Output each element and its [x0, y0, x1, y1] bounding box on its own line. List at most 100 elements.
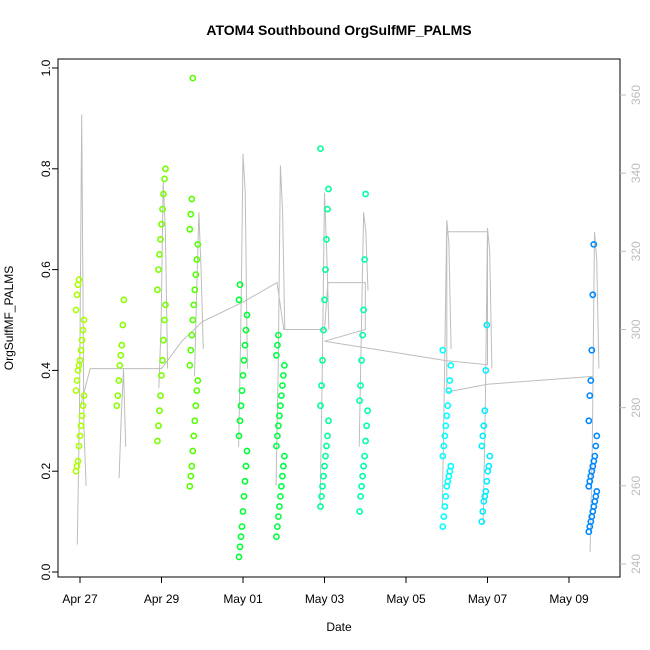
- data-point: [447, 361, 455, 369]
- data-point: [191, 417, 199, 425]
- y2-tick-label: 280: [629, 397, 643, 417]
- data-point: [479, 508, 487, 515]
- data-point: [277, 482, 285, 490]
- data-point: [237, 533, 245, 541]
- data-point: [154, 286, 161, 294]
- secondary-series: [76, 114, 600, 553]
- secondary-series-spike: [238, 153, 248, 447]
- data-point: [243, 447, 251, 455]
- data-point: [276, 492, 284, 500]
- data-point: [162, 301, 169, 309]
- data-point: [478, 518, 486, 525]
- data-point: [161, 175, 168, 183]
- data-point: [439, 452, 447, 460]
- data-point: [317, 503, 324, 510]
- data-point: [191, 286, 199, 294]
- data-point: [587, 377, 595, 384]
- data-point: [359, 331, 366, 339]
- data-point: [279, 371, 287, 379]
- data-point: [273, 341, 281, 349]
- data-point: [158, 371, 165, 379]
- data-point: [188, 331, 196, 339]
- data-point: [119, 321, 127, 329]
- data-point: [193, 256, 201, 263]
- data-point: [360, 306, 367, 314]
- data-point: [357, 492, 364, 500]
- data-point: [160, 336, 167, 344]
- data-point: [317, 402, 324, 410]
- data-point: [192, 402, 200, 410]
- data-point: [318, 492, 325, 500]
- data-point: [243, 311, 251, 319]
- data-point: [236, 281, 244, 289]
- data-point: [275, 503, 283, 510]
- data-point: [359, 472, 366, 480]
- data-point: [239, 508, 247, 515]
- data-point: [273, 432, 281, 440]
- data-point: [79, 326, 87, 334]
- data-point: [589, 291, 597, 299]
- data-point: [317, 145, 324, 152]
- data-point: [361, 452, 368, 460]
- data-point: [322, 452, 329, 460]
- data-point: [186, 361, 194, 369]
- y-tick-label: 0.8: [39, 160, 53, 177]
- data-point: [190, 432, 198, 440]
- data-point: [592, 442, 600, 450]
- data-point: [321, 462, 328, 470]
- x-tick-label: May 05: [386, 592, 426, 606]
- data-point: [593, 487, 601, 495]
- data-point: [72, 387, 80, 394]
- data-point: [235, 296, 243, 304]
- data-point: [324, 205, 331, 213]
- data-point: [275, 412, 283, 420]
- y-tick-label: 0.2: [39, 463, 53, 480]
- data-point: [116, 361, 124, 369]
- data-point: [361, 256, 368, 263]
- data-point: [274, 331, 282, 339]
- data-point: [360, 462, 367, 470]
- data-point: [79, 402, 87, 410]
- y-tick-label: 0.4: [39, 362, 53, 379]
- data-point: [157, 235, 164, 243]
- data-point: [325, 185, 332, 193]
- data-point: [77, 346, 85, 354]
- data-point: [241, 477, 249, 485]
- data-point: [237, 402, 245, 410]
- data-point: [593, 432, 601, 440]
- secondary-y-axis: 240 260 280 300 320 340 360: [620, 85, 643, 574]
- data-point: [319, 482, 326, 490]
- data-point: [325, 417, 332, 425]
- data-point: [76, 356, 84, 364]
- data-point: [479, 432, 487, 440]
- data-point: [158, 220, 165, 228]
- data-point: [240, 492, 248, 500]
- data-point: [483, 321, 491, 329]
- data-point: [156, 407, 163, 415]
- data-point: [240, 356, 248, 364]
- data-point: [591, 452, 599, 460]
- data-point: [72, 306, 80, 314]
- data-point: [78, 412, 86, 420]
- data-point: [482, 487, 490, 495]
- y-axis: 0.0 0.2 0.4 0.6 0.8 1.0: [39, 59, 58, 580]
- data-point: [187, 472, 195, 480]
- data-point: [239, 371, 247, 379]
- x-tick-label: May 03: [305, 592, 345, 606]
- y-tick-label: 0.6: [39, 261, 53, 278]
- data-point: [440, 513, 448, 520]
- data-point: [74, 457, 82, 465]
- data-point: [358, 482, 365, 490]
- data-point: [356, 397, 363, 404]
- data-point: [78, 336, 86, 344]
- data-point: [113, 402, 121, 410]
- data-point: [274, 513, 282, 520]
- data-point: [442, 422, 450, 430]
- data-point: [159, 205, 166, 213]
- data-point: [187, 346, 195, 354]
- data-point: [321, 296, 328, 304]
- data-point: [319, 356, 326, 364]
- y2-tick-label: 360: [629, 85, 643, 105]
- data-point: [189, 447, 197, 455]
